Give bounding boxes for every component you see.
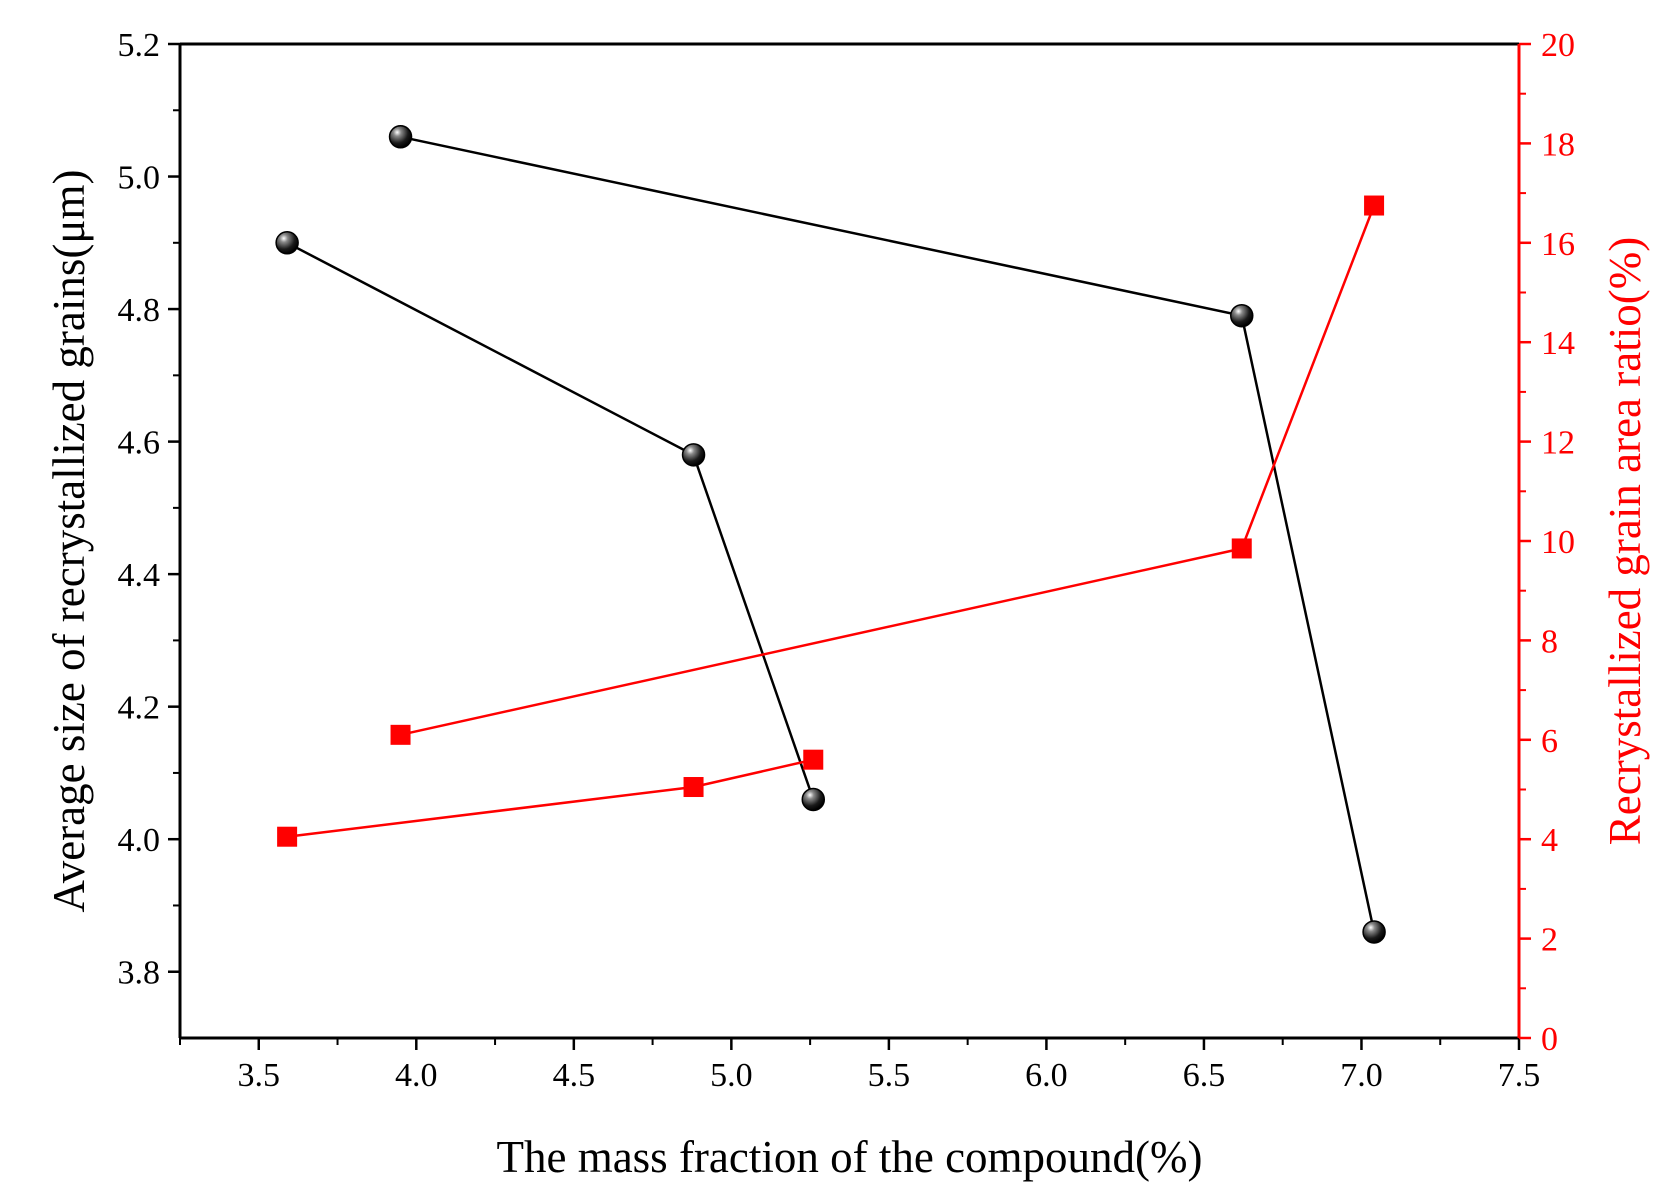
- x-tick-label: 3.5: [238, 1057, 281, 1094]
- right-y-tick-label: 10: [1541, 524, 1575, 561]
- data-point-sphere: [681, 443, 706, 467]
- left-y-tick-label: 5.2: [118, 27, 161, 64]
- data-point-square: [390, 724, 411, 745]
- data-point-sphere: [1362, 920, 1386, 944]
- right-y-tick-label: 2: [1541, 922, 1558, 959]
- right-y-tick-label: 0: [1541, 1021, 1558, 1058]
- x-tick-label: 4.5: [553, 1057, 596, 1094]
- data-point-sphere: [388, 125, 413, 149]
- data-point-sphere: [275, 231, 299, 255]
- x-tick-label: 6.0: [1025, 1057, 1068, 1094]
- axes-layer: [168, 42, 1531, 1050]
- data-point-square: [1364, 195, 1385, 216]
- x-tick-label: 7.5: [1498, 1057, 1541, 1094]
- right-y-tick-label: 14: [1541, 325, 1575, 362]
- left-y-tick-label: 4.4: [118, 557, 161, 594]
- right-y-axis-title: Recrystallized grain area ratio(%): [1600, 237, 1650, 845]
- right-y-tick-label: 4: [1541, 822, 1558, 859]
- series-layer: [275, 125, 1386, 944]
- data-point-square: [1231, 538, 1252, 559]
- x-tick-label: 7.0: [1340, 1057, 1383, 1094]
- left-y-tick-label: 3.8: [118, 955, 161, 992]
- left-y-tick-label: 4.6: [118, 425, 161, 462]
- data-point-sphere: [1229, 303, 1254, 328]
- right-y-tick-label: 12: [1541, 425, 1575, 462]
- series-0-line-0: [286, 241, 815, 800]
- labels-layer: 3.5 4.0 4.5 5.0 5.5 6.0 6.5 7.0 7.5 3.8 4.0 4.2 4.4 4…: [44, 27, 1650, 1182]
- x-tick-label: 6.5: [1183, 1057, 1226, 1094]
- left-y-tick-label: 4.2: [118, 690, 161, 727]
- left-y-tick-label: 5.0: [118, 160, 161, 197]
- x-tick-label: 5.0: [710, 1057, 753, 1094]
- right-y-tick-label: 8: [1541, 623, 1558, 660]
- series-1-line-1: [400, 205, 1376, 737]
- x-axis-title: The mass fraction of the compound(%): [496, 1132, 1202, 1182]
- right-y-tick-label: 6: [1541, 723, 1558, 760]
- x-tick-label: 5.5: [868, 1057, 911, 1094]
- left-y-tick-label: 4.8: [118, 292, 161, 329]
- left-y-axis-title: Average size of recrystallized grains(μm…: [44, 170, 94, 913]
- data-point-sphere: [801, 787, 826, 812]
- data-point-square: [277, 826, 298, 847]
- right-y-tick-label: 16: [1541, 226, 1575, 263]
- series-1-line-0: [286, 758, 814, 838]
- data-point-square: [683, 777, 704, 798]
- data-point-square: [803, 749, 824, 770]
- x-tick-label: 4.0: [395, 1057, 438, 1094]
- series-0-line-1: [400, 135, 1376, 933]
- right-y-tick-label: 20: [1541, 27, 1575, 64]
- left-y-tick-label: 4.0: [118, 822, 161, 859]
- right-y-tick-label: 18: [1541, 126, 1575, 163]
